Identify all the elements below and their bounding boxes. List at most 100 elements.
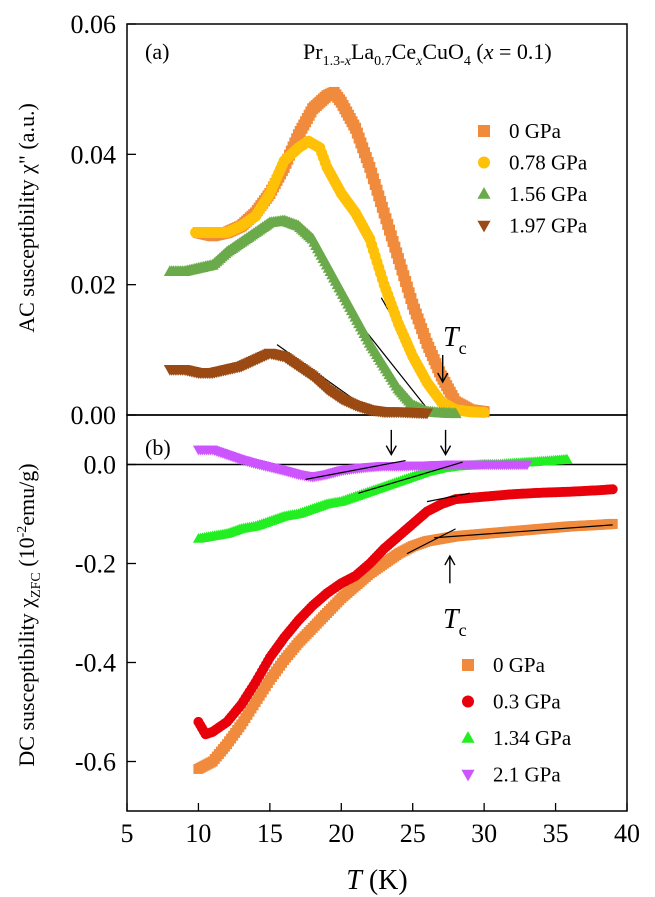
formula-la-sub: 0.7 [374,54,392,69]
data-point [373,190,385,202]
data-point [385,230,397,242]
legend-marker [477,187,491,199]
y-tick-label: -0.2 [75,550,116,579]
series-a-3 [163,348,434,420]
tc-arrows [385,355,456,584]
data-point [521,460,533,471]
fit-line [359,323,432,415]
x-tick-label: 35 [543,819,569,848]
panel-b-frame [126,414,628,812]
data-point [376,201,388,213]
data-point [405,293,417,305]
y-tick-label: 0.06 [71,10,117,39]
formula-pr-sub: 1.3- [323,54,346,69]
data-point [378,207,390,219]
ylabel-b-main: DC susceptibility χ [14,598,39,767]
panel-b-series [192,445,618,774]
legend-marker [478,125,490,137]
panel-b-label: (b) [145,435,171,460]
ylabel-b-units: (10 [14,537,39,572]
legend-marker [462,659,474,671]
panel-a-label: (a) [145,39,169,64]
series-a-1 [190,135,490,418]
tc-arrow-b-2 [444,554,456,584]
y-tick-label: 0.00 [71,401,117,430]
data-point [380,213,392,225]
ylabel-b-units2: emu/g) [14,463,39,525]
legend-label: 0 GPa [493,653,546,677]
data-point [375,196,387,208]
formula-cuo-sub: 4 [464,54,471,69]
legend-marker [462,695,474,708]
ylabel-b-exp: -2 [15,526,30,538]
data-point [478,406,490,418]
data-point [389,241,401,253]
tc-arrow-b-1 [439,429,452,457]
data-point [369,178,381,190]
x-tick-label: 40 [614,819,640,848]
x-tick-label: 10 [185,819,211,848]
legend-marker [477,220,491,233]
tc-b-t: T [443,604,461,635]
y-tick-label: 0.04 [71,140,117,169]
legend-label: 1.34 GPa [493,726,572,750]
legend-label: 2.1 GPa [493,763,561,787]
series-b-3 [192,445,533,483]
fit-line [426,492,470,503]
xlabel-t: T [346,865,364,896]
formula-pr-sub-x: x [344,54,352,69]
data-point [394,258,406,270]
legend-marker [478,156,490,169]
legend-label: 0 GPa [509,119,562,143]
xlabel-rest: (K) [362,865,408,896]
data-point [398,270,410,282]
y-tick-label: -0.6 [75,748,116,777]
formula-cuo: CuO [422,39,464,64]
tc-arrow-a [437,355,449,384]
panel-a-tc-label: Tc [443,322,467,358]
legend-label: 0.3 GPa [493,690,561,714]
panel-a-title: Pr1.3-xLa0.7CexCuO4 (x = 0.1) [303,39,552,69]
formula-close: = 0.1) [493,39,551,64]
formula-pr: Pr [303,39,323,64]
x-tick-label: 5 [121,819,134,848]
data-point [403,287,415,299]
data-point [607,518,618,529]
data-point [561,453,573,464]
x-tick-label: 25 [400,819,426,848]
panel-b-tc-label: Tc [443,604,467,640]
formula-x: x [483,39,494,64]
data-point [401,281,413,293]
legend-b: 0 GPa 0.3 GPa 1.34 GPa 2.1 GPa [461,653,572,787]
tc-a-t: T [443,322,461,353]
data-point [364,161,376,173]
legend-a: 0 GPa 0.78 GPa 1.56 GPa 1.97 GPa [477,119,588,238]
y-tick-label: -0.4 [75,649,116,678]
fit-line [305,459,406,480]
legend-marker [461,731,475,743]
formula-la: La [351,39,374,64]
data-point [387,235,399,247]
tc-b-sub: c [459,620,467,640]
y-tick-label: 0.02 [71,271,117,300]
tc-a-sub: c [459,338,467,358]
x-tick-label: 15 [257,819,283,848]
data-point [384,224,395,236]
x-tick-label: 20 [328,819,354,848]
legend-label: 0.78 GPa [509,151,588,175]
fit-line [434,524,613,539]
axis-ticks: 5 10 15 20 25 30 35 400.000.020.040.06-0.6-0.4-… [71,10,641,848]
panel-a-series [163,86,490,420]
data-point [607,484,618,495]
series-a-2 [163,214,462,419]
data-point [382,218,394,230]
data-point [367,173,379,185]
data-point [391,247,403,259]
formula-ce-sub-x: x [415,54,423,69]
legends: 0 GPa 0.78 GPa 1.56 GPa 1.97 GPa 0 GPa 0.3 GP… [461,119,588,787]
data-point [396,264,408,276]
series-b-1 [193,484,618,740]
data-point [400,275,412,287]
panel-a-ylabel: AC susceptibility χ" (a.u.) [14,103,39,333]
